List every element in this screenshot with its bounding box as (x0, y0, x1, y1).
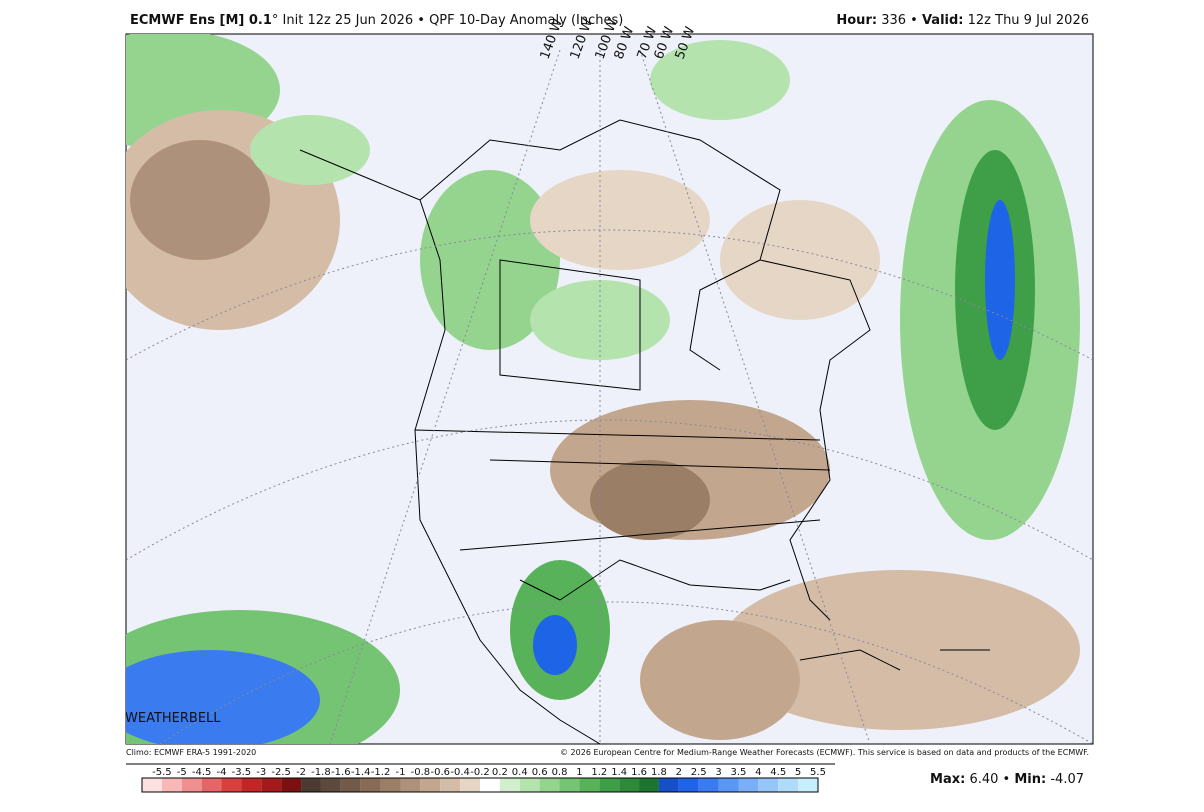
color-box (221, 778, 242, 792)
color-box (380, 778, 401, 792)
colorbar-label: 2 (676, 767, 682, 778)
min: -4.07 (1046, 772, 1084, 787)
graticule (126, 49, 1093, 744)
color-box (181, 778, 202, 792)
colorbar-label: 4.5 (770, 767, 786, 778)
color-box (619, 778, 640, 792)
colorbar-frame (141, 777, 819, 793)
colorbar-label: -5 (177, 767, 187, 778)
copyright: © 2026 European Centre for Medium-Range … (560, 748, 1089, 757)
color-box (658, 778, 679, 792)
colorbar-label: -4 (217, 767, 227, 778)
color-box (599, 778, 620, 792)
colorbar-label: 3 (715, 767, 721, 778)
colorbar-label: -1.8 (311, 767, 331, 778)
hour-label: Hour: (836, 13, 877, 28)
hour: 336 • (877, 13, 922, 28)
colorbar-label: -0.2 (470, 767, 490, 778)
colorbar-label: -1.6 (331, 767, 351, 778)
valid-time: 12z Thu 9 Jul 2026 (964, 13, 1090, 28)
max-min: Max: 6.40 • Min: -4.07 (930, 772, 1084, 787)
color-box (142, 778, 162, 792)
colorbar-label: 0.6 (532, 767, 548, 778)
color-box (400, 778, 421, 792)
anomaly-field: WEATHERBELL (125, 34, 1093, 744)
colorbar-label: 1.6 (631, 767, 647, 778)
colorbar-label: 5 (795, 767, 801, 778)
color-box (758, 778, 779, 792)
colorbar-label: -0.6 (430, 767, 450, 778)
colorbar-label: 0.8 (552, 767, 568, 778)
colorbar-label: -2.5 (271, 767, 291, 778)
watermark: WEATHERBELL (125, 711, 221, 726)
color-box (519, 778, 540, 792)
max-label: Max: (930, 772, 965, 787)
color-box (281, 778, 302, 792)
colorbar-label: -0.4 (450, 767, 470, 778)
color-box (420, 778, 441, 792)
color-box (320, 778, 341, 792)
color-box (678, 778, 699, 792)
color-box (440, 778, 461, 792)
color-box (161, 778, 182, 792)
valid-label: Valid: (922, 13, 964, 28)
colorbar-label: -1 (395, 767, 405, 778)
colorbar-label: 1.4 (611, 767, 627, 778)
color-box (738, 778, 759, 792)
color-box (201, 778, 222, 792)
colorbar-label: -1.4 (351, 767, 371, 778)
colorbar-label: -5.5 (152, 767, 172, 778)
colorbar-label: -3 (256, 767, 266, 778)
colorbar-label: 2.5 (691, 767, 707, 778)
color-box (261, 778, 282, 792)
init: ° Init 12z 25 Jun 2026 • QPF 10-Day Anom… (272, 13, 623, 28)
valid: Hour: 336 • Valid: 12z Thu 9 Jul 2026 (836, 13, 1089, 28)
color-box (460, 778, 480, 792)
min-label: Min: (1014, 772, 1046, 787)
color-box (360, 778, 381, 792)
colorbar-label: 4 (755, 767, 761, 778)
color-box (718, 778, 739, 792)
colorbar-label: 0.4 (512, 767, 528, 778)
colorbar-label: 1 (576, 767, 582, 778)
coastlines (299, 119, 990, 744)
color-box (340, 778, 361, 792)
climo: Climo: ECMWF ERA-5 1991-2020 (126, 748, 256, 757)
colorbar-label: 5.5 (810, 767, 826, 778)
color-box (698, 778, 719, 792)
max: 6.40 • (965, 772, 1014, 787)
title: ECMWF Ens [M] 0.1° Init 12z 25 Jun 2026 … (130, 13, 623, 28)
color-box (539, 778, 560, 792)
color-box (241, 778, 262, 792)
color-box (499, 778, 520, 792)
color-box (778, 778, 799, 792)
color-box (798, 778, 818, 792)
color-box (559, 778, 580, 792)
colorbar-label: 0.2 (492, 767, 508, 778)
color-box (639, 778, 659, 792)
color-box (301, 778, 321, 792)
colorbar: -5.5 -5 -4.5 -4 -3.5 -3 -2.5 -2 -1.8 -1.6 -1.4 -1.2… (126, 763, 835, 793)
colorbar-label: 1.2 (591, 767, 607, 778)
colorbar-label: -1.2 (371, 767, 391, 778)
model: ECMWF Ens [M] 0.1 (130, 13, 272, 28)
color-box (480, 778, 500, 792)
colorbar-label: -2 (296, 767, 306, 778)
colorbar-label: -3.5 (232, 767, 252, 778)
colorbar-label: 3.5 (731, 767, 747, 778)
colorbar-label: 1.8 (651, 767, 667, 778)
color-box (579, 778, 600, 792)
colorbar-label: -4.5 (192, 767, 212, 778)
colorbar-label: -0.8 (411, 767, 431, 778)
